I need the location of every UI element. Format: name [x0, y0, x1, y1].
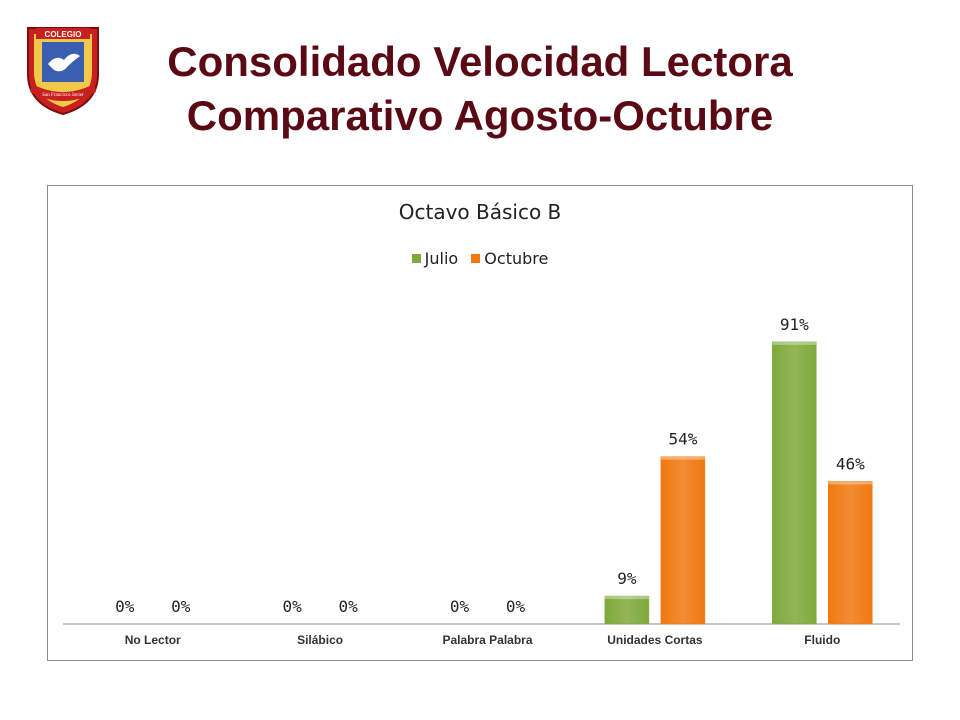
- x-tick-label-unidades-cortas: Unidades Cortas: [607, 633, 703, 647]
- data-label-octubre-no-lector: 0%: [171, 597, 191, 616]
- chart-legend: Julio Octubre: [48, 248, 912, 268]
- bar-highlight-julio-unidades-cortas: [604, 596, 649, 600]
- data-label-julio-palabra-palabra: 0%: [450, 597, 470, 616]
- x-tick-label-sil-bico: Silábico: [297, 633, 343, 647]
- bar-plot: 0% 0% No Lector 0% 0% Silábico 0% 0% Palabra Pal…: [63, 315, 900, 647]
- page-title-line-1: Consolidado Velocidad Lectora: [167, 38, 793, 85]
- legend-item-julio: Julio: [411, 249, 459, 268]
- page-title: Consolidado Velocidad Lectora Comparativ…: [0, 35, 960, 143]
- legend-label-julio: Julio: [424, 249, 459, 268]
- logo-top-text: COLEGIO: [45, 30, 82, 39]
- bar-highlight-julio-fluido: [772, 341, 817, 345]
- x-tick-label-palabra-palabra: Palabra Palabra: [442, 633, 532, 647]
- legend-label-octubre: Octubre: [484, 249, 549, 268]
- data-label-julio-no-lector: 0%: [115, 597, 135, 616]
- dove-emblem-icon: [48, 53, 80, 72]
- bar-julio-unidades-cortas: [604, 595, 650, 625]
- bar-octubre-unidades-cortas: [660, 456, 706, 625]
- bar-highlight-octubre-unidades-cortas: [660, 456, 705, 460]
- data-label-julio-sil-bico: 0%: [282, 597, 302, 616]
- page-title-line-2: Comparativo Agosto-Octubre: [186, 92, 774, 139]
- data-label-octubre-palabra-palabra: 0%: [506, 597, 526, 616]
- x-tick-label-fluido: Fluido: [804, 633, 840, 647]
- data-label-octubre-unidades-cortas: 54%: [668, 430, 697, 449]
- legend-swatch-julio: [411, 254, 421, 263]
- data-label-octubre-fluido: 46%: [836, 454, 865, 473]
- bar-julio-fluido: [772, 341, 817, 625]
- legend-item-octubre: Octubre: [471, 249, 548, 268]
- bar-highlight-octubre-fluido: [828, 481, 873, 485]
- bar-octubre-fluido: [828, 481, 873, 625]
- chart-title: Octavo Básico B: [398, 200, 562, 224]
- data-label-julio-fluido: 91%: [780, 315, 809, 334]
- data-label-octubre-sil-bico: 0%: [338, 597, 358, 616]
- logo-ribbon-text: San Francisco Javier: [42, 93, 84, 98]
- chart-area: Octavo Básico B Julio Octubre 0% 0% No Lec…: [47, 185, 913, 661]
- x-tick-label-no-lector: No Lector: [125, 633, 181, 647]
- legend-swatch-octubre: [471, 254, 481, 263]
- data-label-julio-unidades-cortas: 9%: [617, 569, 637, 588]
- school-crest-logo: COLEGIO San Francisco Javier: [27, 27, 99, 116]
